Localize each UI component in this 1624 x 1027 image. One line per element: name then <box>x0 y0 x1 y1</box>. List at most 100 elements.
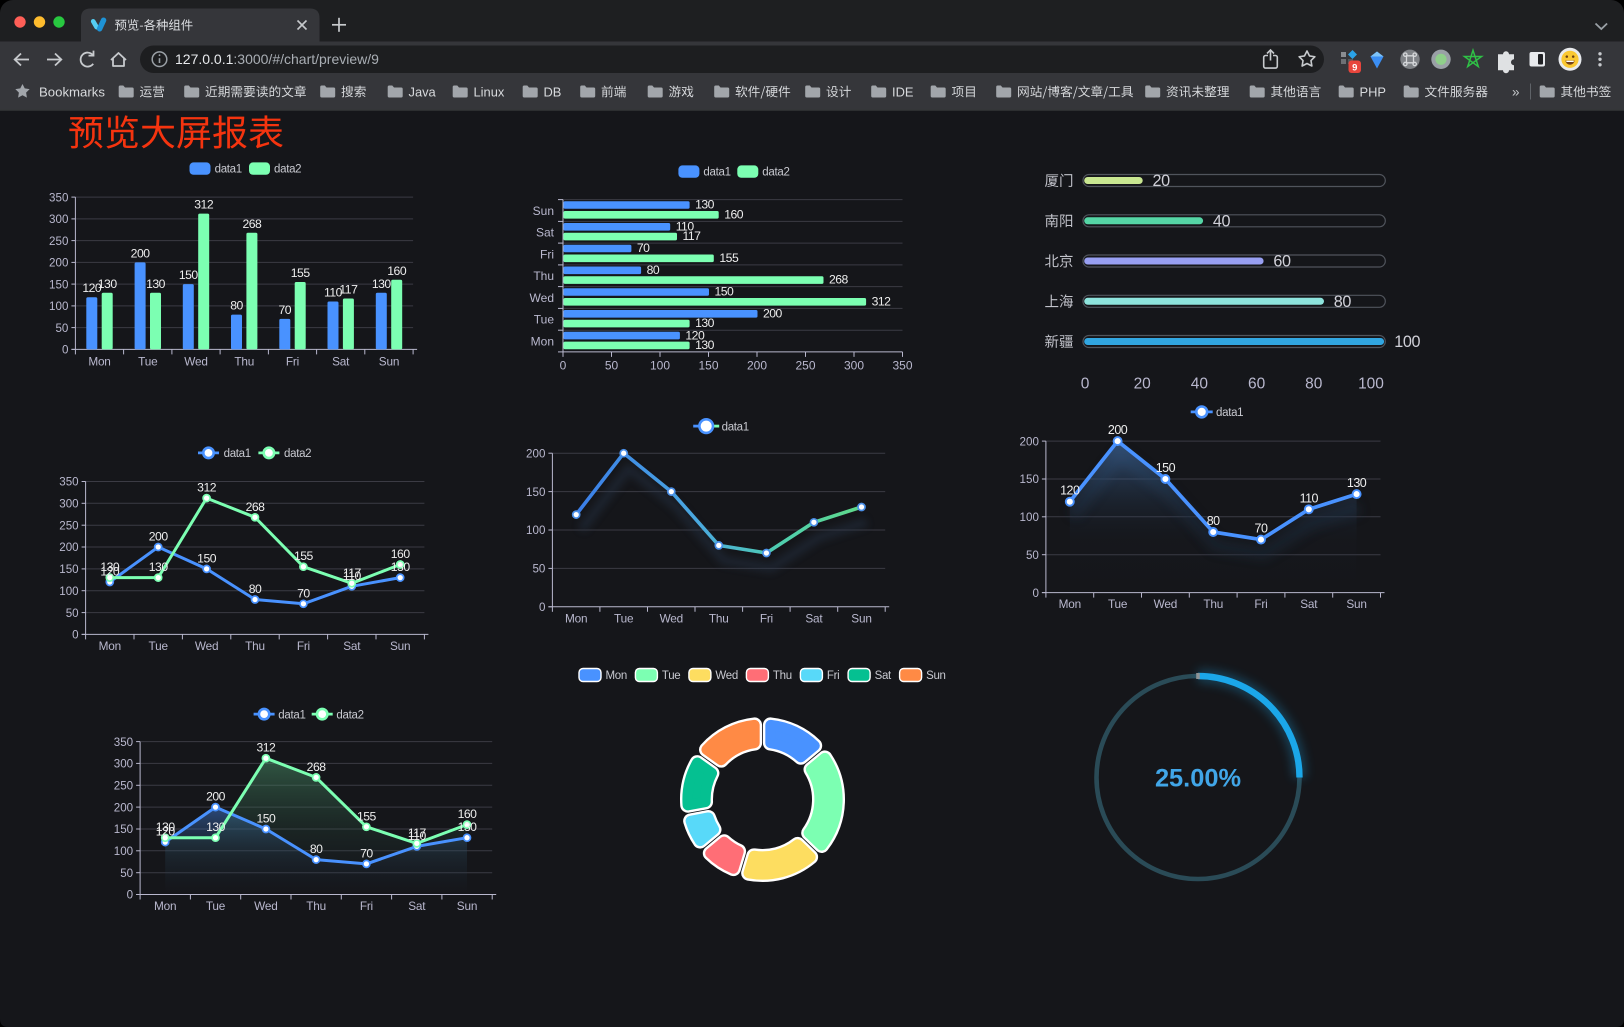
svg-text:20: 20 <box>1153 172 1171 190</box>
svg-text:Mon: Mon <box>88 355 110 369</box>
svg-text:Sun: Sun <box>1346 597 1366 611</box>
svg-text:data2: data2 <box>274 164 301 176</box>
svg-text:80: 80 <box>1207 514 1220 528</box>
svg-text:155: 155 <box>357 809 377 823</box>
svg-text:Thu: Thu <box>773 670 792 682</box>
svg-text:150: 150 <box>256 812 276 826</box>
svg-text:Fri: Fri <box>1254 597 1267 611</box>
svg-text:117: 117 <box>339 283 358 297</box>
svg-text:200: 200 <box>131 246 151 260</box>
svg-text:350: 350 <box>59 476 78 489</box>
svg-text:120: 120 <box>156 825 176 839</box>
svg-text:0: 0 <box>560 358 567 372</box>
svg-text:DB: DB <box>544 84 562 99</box>
svg-text:100: 100 <box>1358 376 1384 393</box>
svg-text:300: 300 <box>114 758 133 771</box>
svg-text:130: 130 <box>372 277 392 291</box>
svg-text:Fri: Fri <box>827 670 840 682</box>
svg-text:100: 100 <box>1394 333 1420 351</box>
svg-text:Sat: Sat <box>332 355 350 369</box>
svg-text:312: 312 <box>197 481 217 495</box>
svg-text:25.00%: 25.00% <box>1155 765 1241 793</box>
svg-text:120: 120 <box>100 565 120 579</box>
svg-text:120: 120 <box>685 328 705 342</box>
svg-text:»: » <box>1512 84 1520 99</box>
svg-text:300: 300 <box>844 358 864 372</box>
svg-text:130: 130 <box>1347 476 1367 490</box>
svg-text:300: 300 <box>49 213 68 226</box>
svg-text:Thu: Thu <box>533 269 554 283</box>
svg-text:60: 60 <box>1248 376 1266 393</box>
svg-text:20: 20 <box>1134 376 1152 393</box>
svg-text:Wed: Wed <box>660 611 683 625</box>
svg-text:250: 250 <box>59 519 78 532</box>
svg-text:100: 100 <box>49 300 68 313</box>
svg-text:Mon: Mon <box>606 670 627 682</box>
svg-text:150: 150 <box>49 278 68 291</box>
svg-text:Thu: Thu <box>234 355 254 369</box>
svg-text:150: 150 <box>1156 461 1176 475</box>
svg-text:80: 80 <box>1305 376 1323 393</box>
svg-text:Sun: Sun <box>457 899 477 913</box>
svg-text:0: 0 <box>1081 376 1090 393</box>
svg-text:350: 350 <box>892 358 912 372</box>
svg-text:250: 250 <box>114 780 133 793</box>
svg-text:268: 268 <box>829 273 849 287</box>
svg-text:200: 200 <box>59 541 78 554</box>
svg-text:data1: data1 <box>224 448 251 460</box>
svg-text:110: 110 <box>408 829 427 843</box>
svg-text:0: 0 <box>127 889 133 902</box>
svg-text:Wed: Wed <box>195 639 218 653</box>
svg-text:Bookmarks: Bookmarks <box>39 84 105 99</box>
svg-text:350: 350 <box>114 736 133 749</box>
svg-text:70: 70 <box>279 303 292 317</box>
svg-text:70: 70 <box>360 846 373 860</box>
svg-text:Tue: Tue <box>138 355 158 369</box>
svg-text:Mon: Mon <box>99 639 121 653</box>
svg-text:150: 150 <box>715 285 735 299</box>
svg-text:Sun: Sun <box>533 204 554 218</box>
svg-text:Wed: Wed <box>715 670 738 682</box>
svg-text:Mon: Mon <box>531 334 554 348</box>
svg-text:40: 40 <box>1213 212 1231 230</box>
svg-text:IDE: IDE <box>892 84 914 99</box>
svg-text:120: 120 <box>82 281 102 295</box>
svg-text:312: 312 <box>256 741 276 755</box>
svg-text:0: 0 <box>62 344 68 357</box>
svg-text:80: 80 <box>1334 293 1352 311</box>
svg-text:350: 350 <box>49 191 68 204</box>
svg-text:200: 200 <box>1020 435 1039 448</box>
svg-text:80: 80 <box>249 582 262 596</box>
svg-text:Thu: Thu <box>1203 597 1223 611</box>
svg-text::3000/#/chart/preview/9: :3000/#/chart/preview/9 <box>233 51 379 67</box>
svg-text:155: 155 <box>294 549 314 563</box>
svg-text:117: 117 <box>408 826 427 840</box>
svg-text:130: 130 <box>149 560 169 574</box>
svg-text:PHP: PHP <box>1360 84 1387 99</box>
svg-text:50: 50 <box>1026 549 1039 562</box>
svg-text:268: 268 <box>307 760 327 774</box>
svg-text:130: 130 <box>391 560 411 574</box>
svg-text:160: 160 <box>387 264 407 278</box>
svg-text:200: 200 <box>49 257 68 270</box>
svg-text:155: 155 <box>719 251 739 265</box>
svg-text:0: 0 <box>539 601 545 614</box>
svg-text:Tue: Tue <box>534 313 555 327</box>
svg-text:0: 0 <box>1032 587 1038 600</box>
svg-text:Wed: Wed <box>530 291 554 305</box>
svg-text:0: 0 <box>72 629 78 642</box>
svg-text:100: 100 <box>1020 511 1039 524</box>
svg-text:200: 200 <box>149 530 169 544</box>
svg-text:9: 9 <box>1352 63 1357 74</box>
svg-text:150: 150 <box>1020 473 1039 486</box>
svg-text:70: 70 <box>1255 522 1268 536</box>
svg-text:data1: data1 <box>722 421 749 433</box>
svg-text:Mon: Mon <box>1059 597 1081 611</box>
svg-text:Wed: Wed <box>254 899 277 913</box>
svg-text:250: 250 <box>49 235 68 248</box>
svg-text:100: 100 <box>114 845 133 858</box>
svg-text:110: 110 <box>676 220 695 234</box>
svg-text:Java: Java <box>409 84 437 99</box>
svg-text:80: 80 <box>647 263 660 277</box>
svg-text:150: 150 <box>179 268 199 282</box>
